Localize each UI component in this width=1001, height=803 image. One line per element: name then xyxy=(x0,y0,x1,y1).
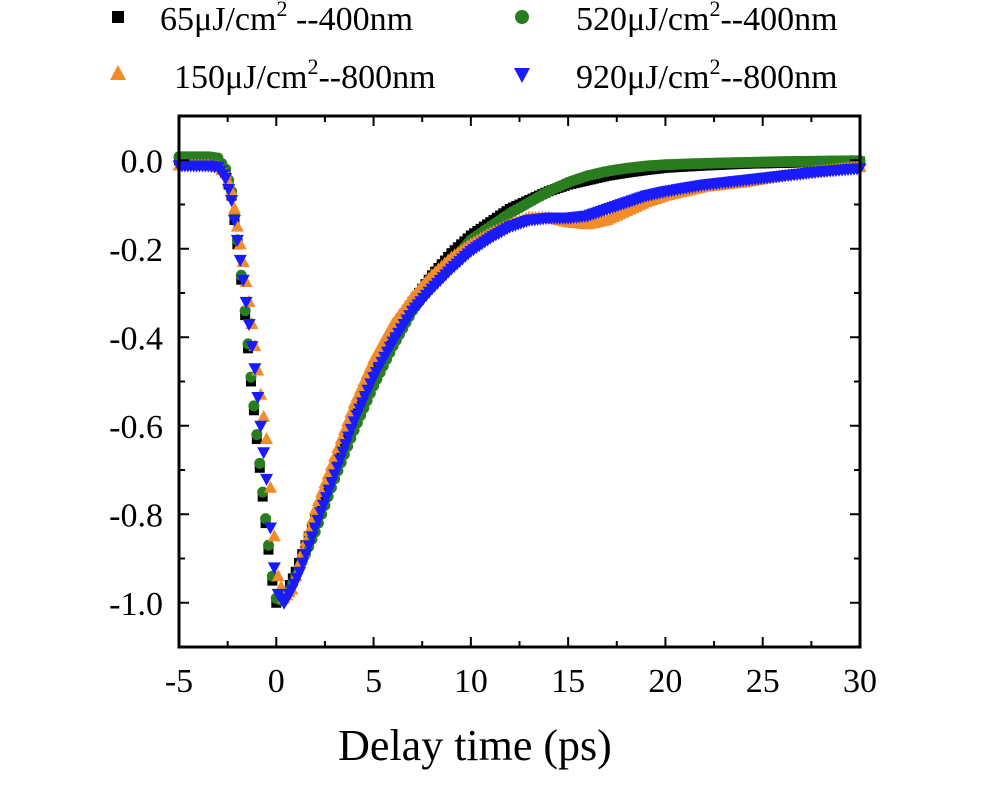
legend-label-superscript: 2 xyxy=(709,54,720,79)
y-tick-label: 0.0 xyxy=(121,143,164,180)
y-tick-label: -0.8 xyxy=(109,497,163,534)
data-point-circle xyxy=(257,486,269,498)
data-point-triangle-down xyxy=(225,195,239,208)
y-tick-label: -0.4 xyxy=(109,320,163,357)
x-tick-label: 30 xyxy=(843,663,877,700)
y-tick-label: -0.2 xyxy=(109,232,163,269)
legend-label: 65μJ/cm2 --400nm xyxy=(160,0,413,38)
data-point-triangle-up xyxy=(263,480,277,493)
plot-marks xyxy=(172,151,867,610)
data-point-triangle-down xyxy=(254,420,268,433)
legend-marker-square xyxy=(112,11,124,23)
data-point-triangle-up xyxy=(267,529,281,542)
data-point-triangle-down xyxy=(248,363,262,376)
legend-item-150-800nm: 150μJ/cm2--800nm xyxy=(110,54,436,96)
legend-item-920-800nm: 920μJ/cm2--800nm xyxy=(514,54,838,96)
y-tick-label: -1.0 xyxy=(109,586,163,623)
data-point-triangle-up xyxy=(233,237,247,250)
x-tick-label: 0 xyxy=(268,663,285,700)
legend-label-suffix: --400nm xyxy=(720,1,837,38)
data-point-triangle-down xyxy=(227,214,241,227)
data-point-triangle-down xyxy=(242,318,256,331)
data-point-circle xyxy=(254,457,266,469)
data-point-triangle-down xyxy=(260,473,274,486)
legend-label-superscript: 2 xyxy=(307,54,318,79)
legend-label-prefix: 65μJ/cm xyxy=(160,1,276,38)
data-point-triangle-down xyxy=(257,447,271,460)
x-axis-title: Delay time (ps) xyxy=(338,721,612,770)
data-point-triangle-down xyxy=(222,184,236,197)
data-point-triangle-down xyxy=(236,274,250,287)
data-point-triangle-down xyxy=(245,341,259,354)
data-point-triangle-down xyxy=(305,531,319,544)
data-point-circle xyxy=(251,429,263,441)
legend-label-prefix: 150μJ/cm xyxy=(174,59,307,96)
legend-item-520-400nm: 520μJ/cm2--400nm xyxy=(515,0,838,38)
legend-label-superscript: 2 xyxy=(709,0,720,21)
legend-item-65-400nm: 65μJ/cm2 --400nm xyxy=(112,0,413,38)
legend-label-suffix: --400nm xyxy=(287,1,413,38)
data-point-triangle-up xyxy=(341,414,355,427)
data-point-triangle-down xyxy=(239,296,253,309)
x-tick-label: 10 xyxy=(454,663,488,700)
legend: 65μJ/cm2 --400nm 520μJ/cm2--400nm 150μJ/… xyxy=(110,0,838,96)
data-point-triangle-down xyxy=(263,522,277,535)
data-point-circle xyxy=(248,400,260,412)
series-triangle-down xyxy=(172,160,867,610)
data-point-triangle-down xyxy=(293,566,307,579)
x-tick-label: 25 xyxy=(746,663,780,700)
legend-label-superscript: 2 xyxy=(276,0,287,21)
data-point-triangle-up xyxy=(271,569,285,582)
data-point-triangle-down xyxy=(302,540,316,553)
data-point-triangle-up xyxy=(321,467,335,480)
legend-label-prefix: 520μJ/cm xyxy=(576,1,709,38)
data-point-triangle-down xyxy=(267,562,281,575)
legend-label: 150μJ/cm2--800nm xyxy=(174,54,436,96)
data-point-triangle-down xyxy=(299,549,313,562)
legend-label: 520μJ/cm2--400nm xyxy=(576,0,838,38)
data-point-triangle-down xyxy=(296,557,310,570)
legend-label-prefix: 920μJ/cm xyxy=(576,59,709,96)
data-point-triangle-up xyxy=(227,201,241,214)
x-tick-label: -5 xyxy=(165,663,193,700)
y-tick-label: -0.6 xyxy=(109,409,163,446)
x-tick-label: 20 xyxy=(648,663,682,700)
axes: -5 0 5 10 15 20 25 30 0.0 -0.2 -0.4 -0.6 -0.8 -1.0 xyxy=(109,114,877,700)
legend-marker-triangle-down xyxy=(514,68,530,83)
plot-frame xyxy=(177,114,862,649)
data-point-triangle-down xyxy=(219,172,233,185)
legend-marker-circle xyxy=(515,10,529,24)
data-point-circle xyxy=(260,513,272,525)
legend-label-suffix: --800nm xyxy=(720,59,837,96)
x-tick-label: 5 xyxy=(365,663,382,700)
data-point-triangle-down xyxy=(251,391,265,404)
data-point-triangle-up xyxy=(260,432,274,445)
data-point-triangle-up xyxy=(354,381,368,394)
data-point-triangle-down xyxy=(230,234,244,247)
data-point-circle xyxy=(239,305,251,317)
x-tick-label: 15 xyxy=(551,663,585,700)
legend-label-suffix: --800nm xyxy=(318,59,435,96)
data-point-triangle-up xyxy=(257,409,271,422)
data-point-circle xyxy=(263,539,275,551)
legend-marker-triangle-up xyxy=(110,65,126,80)
data-point-triangle-up xyxy=(230,219,244,232)
data-point-triangle-down xyxy=(233,254,247,267)
data-point-triangle-up xyxy=(305,513,319,526)
legend-label: 920μJ/cm2--800nm xyxy=(576,54,838,96)
